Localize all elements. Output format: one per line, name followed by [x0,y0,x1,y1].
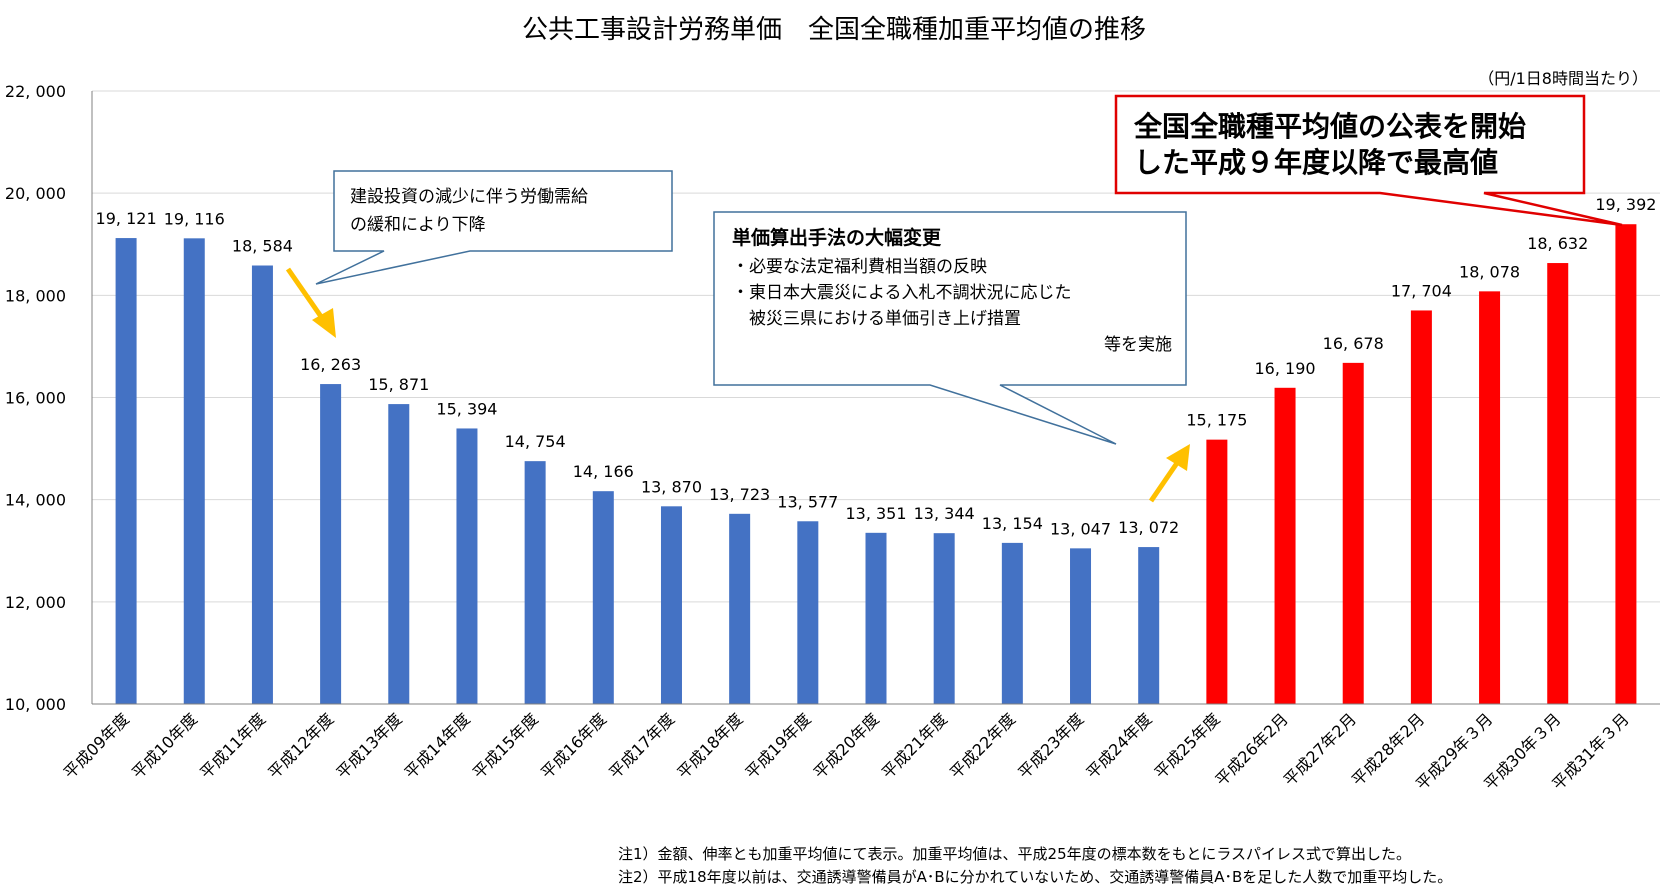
arrow-up-icon [1148,444,1190,503]
bar [456,428,478,704]
bar [251,265,273,704]
y-axis-ticks: 10, 000 12, 000 14, 000 16, 000 18, 000 20, 0… [5,82,66,714]
bar-value-label: 17, 704 [1391,281,1452,300]
bar [115,238,137,705]
x-tick-label: 平成14年度 [401,709,474,782]
x-tick-label: 平成17年度 [605,709,678,782]
bar-value-label: 13, 047 [1050,519,1111,538]
bar [320,384,342,704]
bar-value-label: 19, 392 [1595,195,1656,214]
x-tick-label: 平成24年度 [1082,709,1155,782]
callout-highest: 全国全職種平均値の公表を開始 した平成９年度以降で最高値 [1114,94,1623,227]
bar [729,513,751,704]
x-tick-label: 平成13年度 [333,709,406,782]
bar [1479,291,1501,704]
bar-value-label: 16, 190 [1255,359,1316,378]
y-tick-label: 14, 000 [5,491,66,510]
callout-highest-line1: 全国全職種平均値の公表を開始 [1133,110,1526,143]
callout-decline-line1: 建設投資の減少に伴う労働需給 [350,187,588,207]
note-2: 注2）平成18年度以前は、交通誘導警備員がA･Bに分かれていないため、交通誘導警… [618,868,1452,886]
bar [1410,310,1432,704]
bar-value-label: 18, 078 [1459,262,1520,281]
bar-value-label: 13, 351 [845,504,906,523]
bar-value-label: 19, 121 [96,209,157,228]
callout-method-item4: 等を実施 [1104,335,1172,355]
arrow-down-icon [285,267,336,338]
x-tick-label: 平成12年度 [264,709,337,782]
x-tick-label: 平成20年度 [810,709,883,782]
unit-label: （円/1日8時間当たり） [1478,69,1648,88]
bar-value-label: 15, 871 [368,375,429,394]
bar-value-label: 14, 754 [505,432,566,451]
callout-method-item2: ・東日本大震災による入札不調状況に応じた [732,283,1072,303]
x-tick-label: 平成25年度 [1151,709,1224,782]
x-tick-label: 平成22年度 [946,709,1019,782]
callout-decline-box [315,170,673,285]
bars [115,224,1637,705]
callout-method-item1: ・必要な法定福利費相当額の反映 [732,257,987,277]
bar-value-label: 13, 577 [777,492,838,511]
bar [660,506,682,704]
bar-value-label: 15, 175 [1186,411,1247,430]
bar [933,533,955,704]
value-labels: 19, 121 19, 116 18, 584 16, 263 15, 871 15, 3… [96,195,1657,538]
bar [183,238,205,704]
bar [1547,263,1569,704]
x-tick-label: 平成10年度 [128,709,201,782]
callout-method-title: 単価算出手法の大幅変更 [732,226,942,249]
bar-value-label: 15, 394 [436,399,497,418]
callout-method-item3: 被災三県における単価引き上げ措置 [732,309,1021,329]
bar [1138,547,1160,704]
bar [1206,439,1228,704]
callout-decline: 建設投資の減少に伴う労働需給 の緩和により下降 [315,170,673,285]
callout-method: 単価算出手法の大幅変更 ・必要な法定福利費相当額の反映 ・東日本大震災による入札… [713,211,1187,445]
callout-decline-line2: の緩和により下降 [350,215,486,235]
bar [865,532,887,704]
bar [1070,548,1092,704]
x-axis-labels: 平成09年度平成10年度平成11年度平成12年度平成13年度平成14年度平成15… [60,709,1633,793]
x-tick-label: 平成11年度 [196,709,269,782]
bar [1274,387,1296,704]
bar-value-label: 13, 344 [914,504,975,523]
bar [388,404,410,704]
y-tick-label: 10, 000 [5,695,66,714]
bar-value-label: 13, 870 [641,477,702,496]
bar [1001,542,1023,704]
y-tick-label: 12, 000 [5,593,66,612]
bar-value-label: 18, 584 [232,237,293,256]
x-tick-label: 平成15年度 [469,709,542,782]
bar-value-label: 14, 166 [573,462,634,481]
bar [1342,362,1364,704]
bar-value-label: 13, 154 [982,514,1043,533]
bar [797,521,819,704]
x-tick-label: 平成09年度 [60,709,133,782]
chart-title: 公共工事設計労務単価 全国全職種加重平均値の推移 [522,15,1146,45]
x-tick-label: 平成16年度 [537,709,610,782]
x-tick-label: 平成19年度 [742,709,815,782]
x-tick-label: 平成21年度 [878,709,951,782]
bar [524,461,546,704]
y-tick-label: 16, 000 [5,389,66,408]
y-tick-label: 18, 000 [5,286,66,305]
bar [1615,224,1637,704]
y-tick-label: 20, 000 [5,184,66,203]
bar-value-label: 13, 072 [1118,518,1179,537]
callout-method-box [713,211,1187,445]
callout-highest-line2: した平成９年度以降で最高値 [1134,146,1498,179]
bar [592,491,614,704]
bar-value-label: 16, 263 [300,355,361,374]
x-tick-label: 平成18年度 [673,709,746,782]
note-1: 注1）金額、伸率とも加重平均値にて表示。加重平均値は、平成25年度の標本数をもと… [618,845,1411,863]
bar-value-label: 13, 723 [709,485,770,504]
y-tick-label: 22, 000 [5,82,66,101]
bar-value-label: 19, 116 [164,209,225,228]
bar-value-label: 16, 678 [1323,334,1384,353]
callout-highest-box [1114,94,1623,227]
bar-value-label: 18, 632 [1527,234,1588,253]
x-tick-label: 平成23年度 [1014,709,1087,782]
